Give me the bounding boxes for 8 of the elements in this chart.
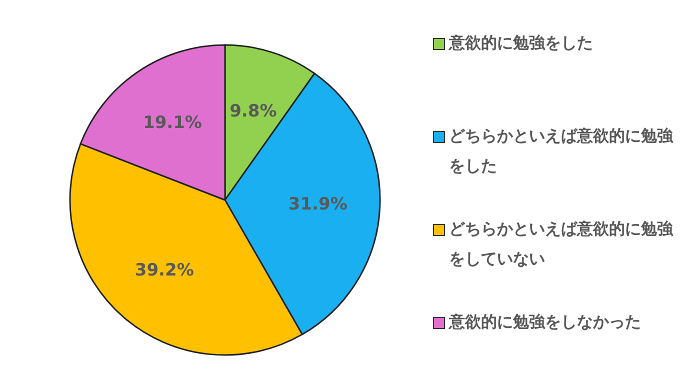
legend-label: どちらかといえば意欲的に勉強をした <box>449 125 673 177</box>
legend-label: どちらかといえば意欲的に勉強をしていない <box>449 218 673 270</box>
data-label: 39.2% <box>134 260 194 281</box>
data-label: 19.1% <box>142 113 202 134</box>
legend-label: 意欲的に勉強をしなかった <box>449 311 641 333</box>
legend-label: 意欲的に勉強をした <box>449 32 593 54</box>
data-label: 31.9% <box>288 194 348 214</box>
data-label: 9.8% <box>230 101 277 122</box>
